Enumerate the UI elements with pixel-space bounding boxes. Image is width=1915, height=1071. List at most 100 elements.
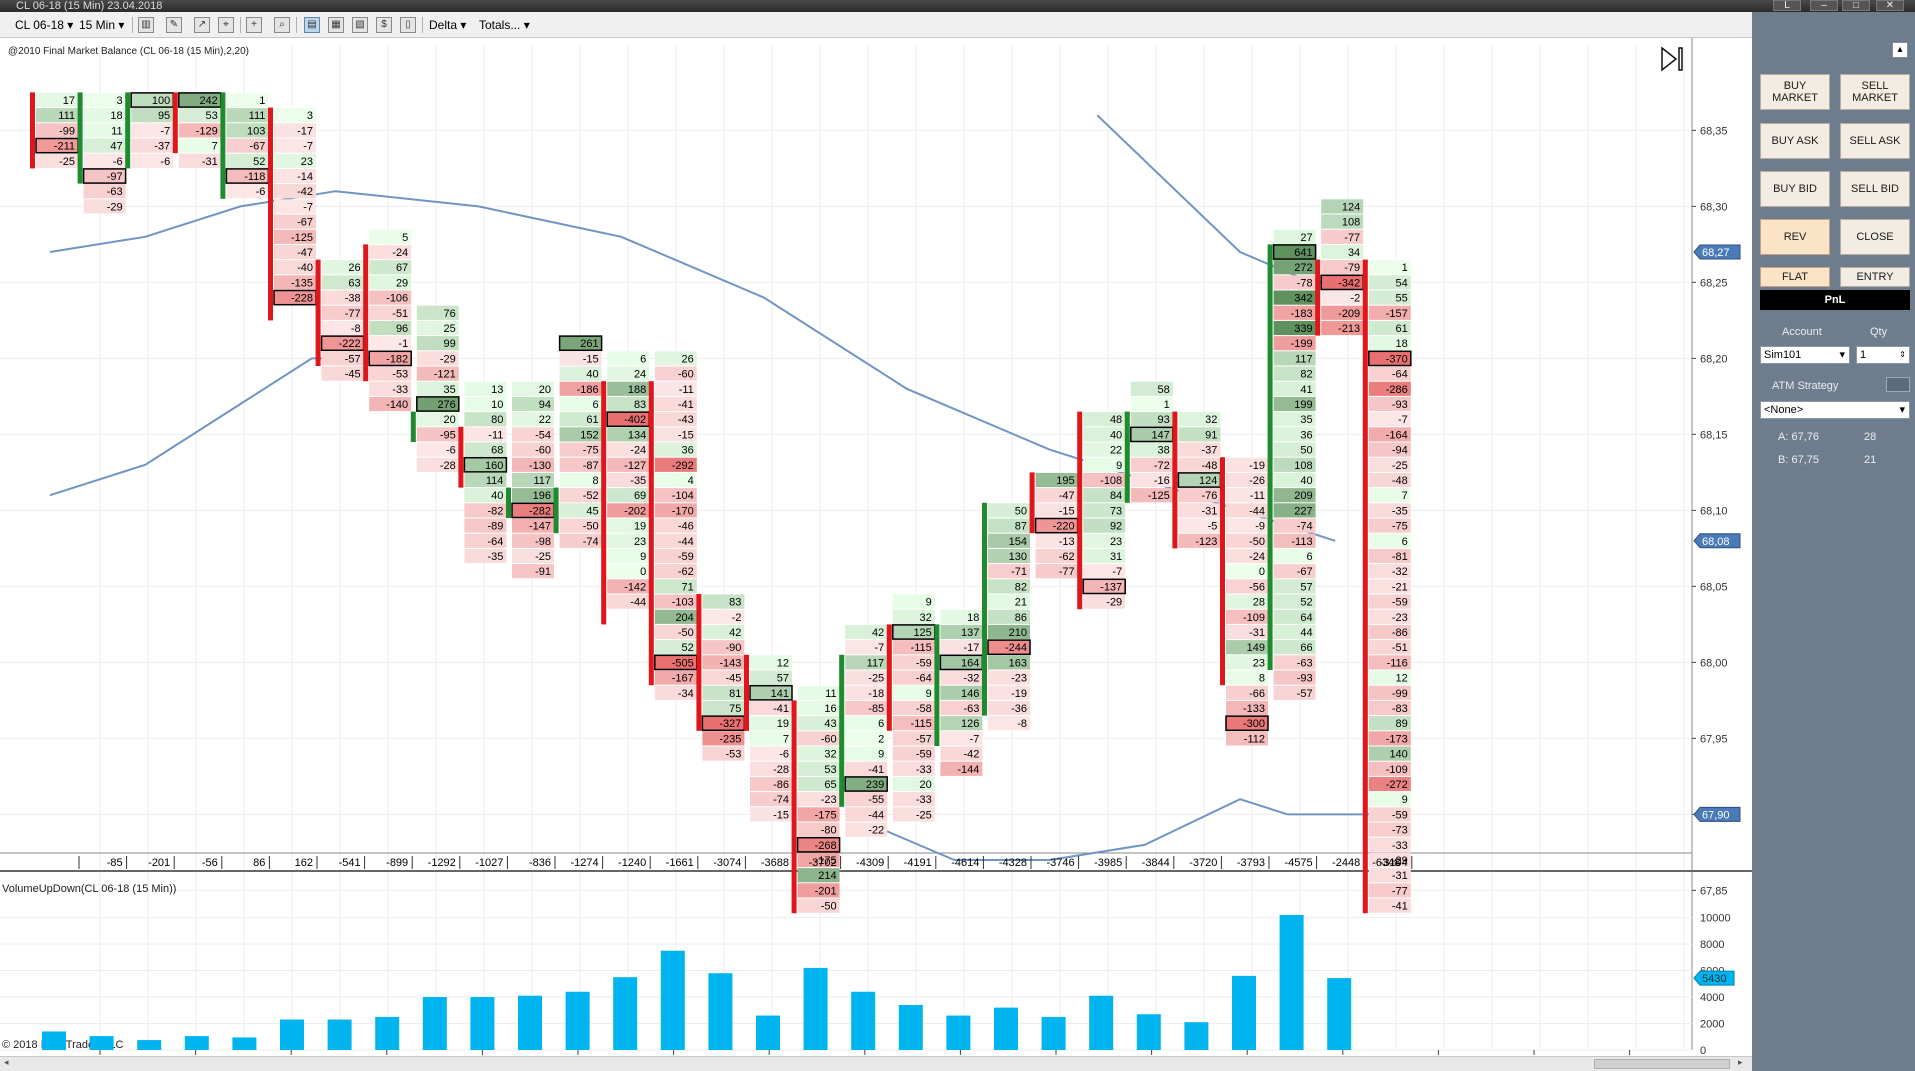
- volume-bar: [613, 977, 638, 1050]
- footprint-cell-value: -211: [54, 141, 75, 153]
- account-select[interactable]: Sim101 ▾: [1760, 346, 1850, 364]
- footprint-cell: [797, 792, 840, 807]
- footprint-cell: [750, 731, 792, 746]
- footprint-cell: [1178, 533, 1221, 548]
- chart-trader-icon[interactable]: ▤: [304, 17, 320, 33]
- atm-strategy-select[interactable]: <None> ▾: [1760, 401, 1910, 419]
- footprint-cell-value: -40: [297, 262, 313, 274]
- chart-area[interactable]: 68,35 68,30 68,25 68,20 68,15 68,10 68,05 68,00…: [0, 38, 1752, 1056]
- minimize-button[interactable]: –: [1810, 0, 1838, 11]
- footprint-candle: [553, 487, 559, 534]
- footprint-cell: [1273, 533, 1316, 548]
- qty-stepper[interactable]: 1 ⇕: [1856, 346, 1910, 364]
- close-window-button[interactable]: ✕: [1876, 0, 1904, 11]
- strategies-icon[interactable]: ▧: [352, 17, 368, 33]
- footprint-cell-value: -2: [1350, 293, 1360, 305]
- close-position-button[interactable]: CLOSE: [1840, 219, 1910, 255]
- footprint-cell: [1035, 472, 1078, 488]
- price-tick-label: 67,85: [1700, 885, 1728, 897]
- delta-total-label: -1661: [666, 857, 694, 869]
- sell-market-button[interactable]: SELL MARKET: [1840, 74, 1910, 110]
- pin-icon[interactable]: ⌖: [218, 17, 234, 33]
- volume-bar: [565, 991, 590, 1050]
- zoom-icon[interactable]: ⌕: [274, 17, 290, 33]
- footprint-cell: [988, 594, 1030, 609]
- footprint-cell-value: -77: [1392, 885, 1408, 897]
- footprint-cell-value: 53: [206, 110, 218, 122]
- pencil-icon[interactable]: ✎: [166, 17, 182, 33]
- flat-button[interactable]: FLAT: [1760, 267, 1830, 287]
- draw-tool-icon[interactable]: ↗: [194, 17, 210, 33]
- dollar-icon[interactable]: $: [376, 17, 392, 33]
- footprint-cell: [1368, 837, 1411, 852]
- reverse-button[interactable]: REV: [1760, 219, 1830, 255]
- footprint-cell-value: -9: [1255, 521, 1265, 533]
- scroll-left-icon[interactable]: ◂: [4, 1057, 9, 1067]
- atm-settings-icon[interactable]: [1886, 377, 1910, 392]
- footprint-cell: [559, 381, 602, 396]
- footprint-cell: [226, 108, 269, 123]
- footprint-cell-value: 1: [259, 95, 265, 107]
- entry-button[interactable]: ENTRY: [1840, 267, 1910, 287]
- footprint-cell: [940, 761, 983, 776]
- footprint-candle: [791, 700, 797, 914]
- indicator-label: @2010 Final Market Balance (CL 06-18 (15…: [8, 46, 249, 57]
- delta-total-label: -3104: [1380, 857, 1408, 869]
- sell-bid-button[interactable]: SELL BID: [1840, 171, 1910, 207]
- buy-market-button[interactable]: BUY MARKET: [1760, 74, 1830, 110]
- volume-marker-label: 5430: [1702, 973, 1726, 985]
- footprint-cell-value: -7: [970, 733, 980, 745]
- footprint-candle: [1029, 472, 1035, 534]
- footprint-cell: [1178, 503, 1221, 518]
- sell-ask-button[interactable]: SELL ASK: [1840, 123, 1910, 159]
- totals-selector[interactable]: Totals... ▾: [479, 18, 530, 32]
- footprint-cell: [797, 883, 840, 898]
- footprint-cell: [1368, 579, 1411, 594]
- footprint-cell: [1083, 533, 1126, 548]
- link-button[interactable]: L: [1773, 0, 1801, 11]
- footprint-cell: [845, 731, 888, 746]
- footprint-cell-value: -106: [386, 293, 408, 305]
- footprint-cell: [1368, 655, 1411, 670]
- scrollbar-thumb[interactable]: [1594, 1059, 1730, 1069]
- footprint-cell-value: -63: [1297, 657, 1313, 669]
- footprint-cell-value: -74: [1297, 521, 1313, 533]
- properties-icon[interactable]: ▯: [400, 17, 416, 33]
- footprint-cell-value: -26: [1249, 475, 1265, 487]
- footprint-cell-value: -118: [244, 171, 265, 183]
- footprint-cell: [1083, 427, 1126, 442]
- collapse-icon[interactable]: ▴: [1892, 42, 1908, 58]
- footprint-cell: [607, 518, 650, 533]
- footprint-cell-value: 17: [63, 95, 75, 107]
- footprint-chart[interactable]: 68,35 68,30 68,25 68,20 68,15 68,10 68,05 68,00…: [0, 38, 1752, 1056]
- footprint-cell-value: -43: [678, 414, 694, 426]
- scroll-right-icon[interactable]: ▸: [1738, 1057, 1743, 1067]
- footprint-cell-value: -14: [297, 171, 313, 183]
- maximize-button[interactable]: □: [1842, 0, 1870, 11]
- footprint-cell: [82, 168, 127, 184]
- footprint-cell: [654, 503, 697, 518]
- footprint-cell: [607, 579, 650, 594]
- volume-bar: [232, 1037, 257, 1050]
- footprint-cell: [1321, 214, 1364, 229]
- footprint-cell-value: -45: [345, 369, 361, 381]
- buy-bid-button[interactable]: BUY BID: [1760, 171, 1830, 207]
- footprint-cell-value: -121: [434, 369, 456, 381]
- footprint-cell: [988, 624, 1030, 640]
- footprint-cell-value: -41: [1392, 901, 1408, 913]
- footprint-cell-value: 12: [1396, 673, 1408, 685]
- footprint-cell: [512, 564, 554, 579]
- footprint-cell-value: 40: [491, 490, 503, 502]
- instrument-selector[interactable]: CL 06-18 ▾: [15, 18, 74, 32]
- buy-ask-button[interactable]: BUY ASK: [1760, 123, 1830, 159]
- horizontal-scrollbar[interactable]: ▸ ◂: [0, 1056, 1752, 1071]
- indicators-icon[interactable]: ▦: [328, 17, 344, 33]
- footprint-cell: [654, 518, 697, 533]
- footprint-cell-value: 9: [1402, 794, 1408, 806]
- bar-type-icon[interactable]: ▥: [138, 17, 154, 33]
- footprint-cell: [274, 214, 316, 229]
- footprint-candle: [172, 92, 178, 154]
- crosshair-icon[interactable]: +: [246, 17, 262, 33]
- display-mode-selector[interactable]: Delta ▾: [429, 18, 467, 32]
- interval-selector[interactable]: 15 Min ▾: [79, 18, 125, 32]
